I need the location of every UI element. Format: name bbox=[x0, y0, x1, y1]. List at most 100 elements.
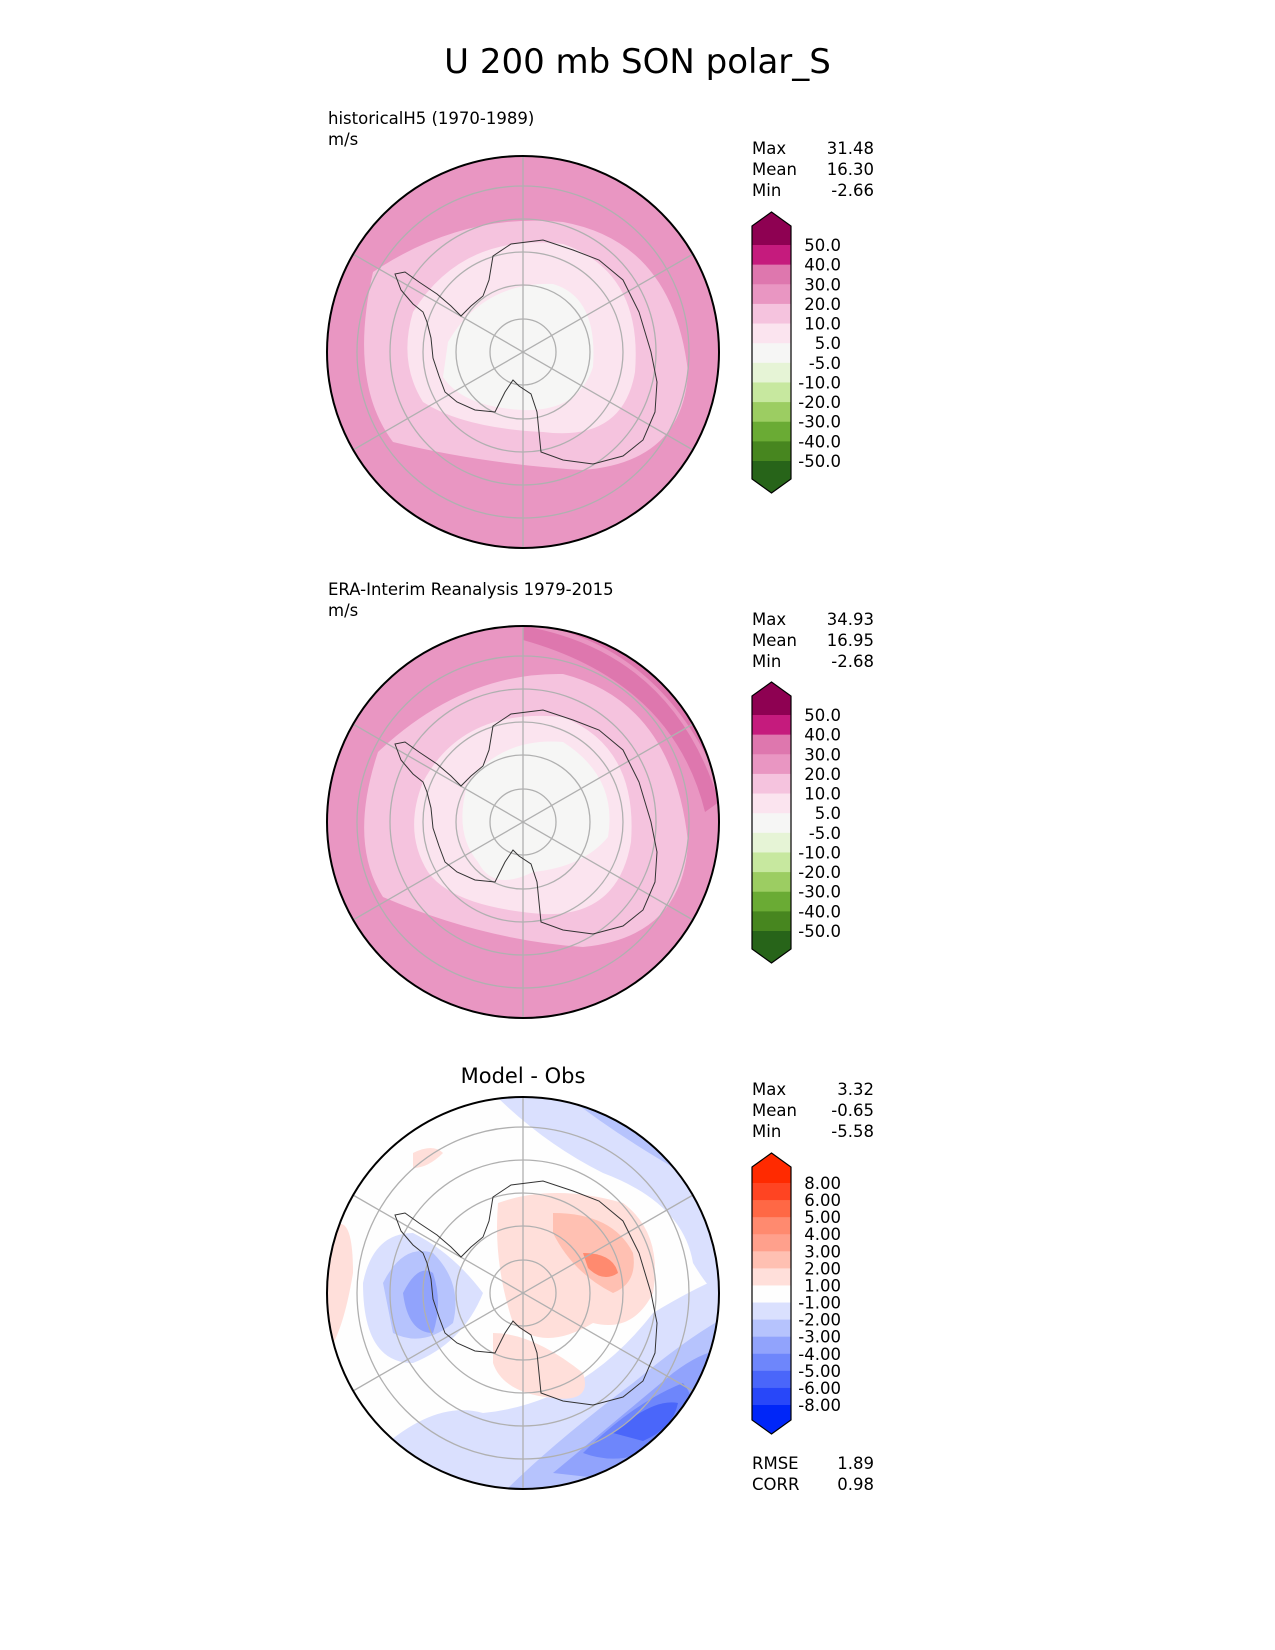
colorbar-tick-label: -4.00 bbox=[798, 1345, 841, 1364]
colorbar-tick-label: 8.00 bbox=[804, 1174, 841, 1193]
colorbar-tick-label: 5.0 bbox=[815, 334, 841, 353]
colorbar-tick-label: -5.00 bbox=[798, 1362, 841, 1381]
colorbar-tick-label: -20.0 bbox=[798, 393, 841, 412]
colorbar-outline bbox=[751, 211, 792, 494]
colorbar-band bbox=[752, 1319, 791, 1338]
colorbar-band bbox=[752, 754, 791, 775]
colorbar-band bbox=[752, 813, 791, 834]
colorbar-band bbox=[752, 715, 791, 736]
colorbar-band bbox=[752, 1217, 791, 1235]
colorbar-band bbox=[752, 245, 791, 266]
colorbar-band bbox=[752, 303, 791, 325]
panel1-colorbar: 50.040.030.020.010.05.0-5.0-10.0-20.0-30… bbox=[751, 211, 841, 494]
stat-value: -5.58 bbox=[831, 1122, 874, 1141]
stat-label: Min bbox=[752, 1122, 782, 1141]
colorbar-band bbox=[752, 382, 791, 403]
colorbar-tick-label: 5.00 bbox=[804, 1208, 841, 1227]
colorbar-tick-label: 2.00 bbox=[804, 1259, 841, 1278]
colorbar-band bbox=[752, 852, 791, 873]
colorbar-band bbox=[752, 1234, 791, 1252]
colorbar-tick-label: -10.0 bbox=[798, 373, 841, 392]
stat-value: -2.66 bbox=[831, 181, 874, 200]
colorbar-extend-min bbox=[752, 931, 791, 963]
panel1-name: historicalH5 (1970-1989) bbox=[328, 109, 535, 128]
panel3-colorbar: 8.006.005.004.003.002.001.00-1.00-2.00-3… bbox=[751, 1152, 841, 1435]
panel2-name: ERA-Interim Reanalysis 1979-2015 bbox=[328, 580, 614, 599]
colorbar-band bbox=[752, 1387, 791, 1406]
colorbar-band bbox=[752, 1251, 791, 1269]
colorbar-tick-label: -40.0 bbox=[798, 432, 841, 451]
colorbar-tick-label: 40.0 bbox=[804, 726, 841, 745]
colorbar-tick-label: 1.00 bbox=[804, 1276, 841, 1295]
colorbar-band bbox=[752, 1183, 791, 1201]
panel1-stats: Max 31.48 Mean 16.30 Min -2.66 bbox=[752, 138, 874, 201]
stat-value: 3.32 bbox=[837, 1080, 874, 1099]
colorbar-band bbox=[752, 891, 791, 912]
colorbar-tick-label: -2.00 bbox=[798, 1311, 841, 1330]
colorbar-tick-label: -6.00 bbox=[798, 1379, 841, 1398]
colorbar-band bbox=[752, 1200, 791, 1218]
colorbar-band bbox=[752, 402, 791, 423]
stat-value: 34.93 bbox=[826, 610, 874, 629]
colorbar-tick-label: 3.00 bbox=[804, 1242, 841, 1261]
colorbar-tick-label: -5.0 bbox=[809, 824, 841, 843]
panel1-map bbox=[326, 155, 720, 549]
stat-value: 16.30 bbox=[826, 160, 874, 179]
contour-neg5-5 bbox=[443, 283, 594, 411]
colorbar-band bbox=[752, 832, 791, 853]
colorbar-band bbox=[752, 1353, 791, 1372]
colorbar-tick-label: 40.0 bbox=[804, 256, 841, 275]
metric-value: 1.89 bbox=[837, 1454, 874, 1473]
colorbar-outline bbox=[751, 1152, 792, 1435]
colorbar-band bbox=[752, 421, 791, 442]
panel3-metrics: RMSE 1.89 CORR 0.98 bbox=[752, 1453, 874, 1495]
stat-value: -2.68 bbox=[831, 652, 874, 671]
colorbar-band bbox=[752, 872, 791, 893]
colorbar-band bbox=[752, 911, 791, 932]
stat-label: Max bbox=[752, 139, 787, 158]
colorbar-outline bbox=[751, 681, 792, 964]
panel2-stats: Max 34.93 Mean 16.95 Min -2.68 bbox=[752, 609, 874, 672]
colorbar-tick-label: 6.00 bbox=[804, 1191, 841, 1210]
colorbar-band bbox=[752, 362, 791, 383]
colorbar-tick-label: 30.0 bbox=[804, 745, 841, 764]
colorbar-tick-label: -5.0 bbox=[809, 354, 841, 373]
stat-label: Mean bbox=[752, 1101, 797, 1120]
colorbar-extend-max bbox=[752, 1153, 791, 1183]
colorbar-band bbox=[752, 734, 791, 755]
colorbar-extend-max bbox=[752, 212, 791, 245]
colorbar-tick-label: -30.0 bbox=[798, 413, 841, 432]
map-boundary bbox=[326, 155, 720, 549]
metric-value: 0.98 bbox=[837, 1475, 874, 1494]
colorbar-tick-label: 20.0 bbox=[804, 295, 841, 314]
colorbar-band bbox=[752, 1302, 791, 1321]
stat-value: 31.48 bbox=[826, 139, 874, 158]
panel3-stats: Max 3.32 Mean -0.65 Min -5.58 bbox=[752, 1079, 874, 1142]
panel2-colorbar: 50.040.030.020.010.05.0-5.0-10.0-20.0-30… bbox=[751, 681, 841, 964]
colorbar-tick-label: 50.0 bbox=[804, 236, 841, 255]
colorbar-tick-label: -10.0 bbox=[798, 843, 841, 862]
panel1-title: historicalH5 (1970-1989) m/s bbox=[328, 108, 534, 150]
colorbar-tick-label: -1.00 bbox=[798, 1294, 841, 1313]
colorbar-band bbox=[752, 773, 791, 795]
colorbar-band bbox=[752, 284, 791, 305]
panel2-map bbox=[326, 625, 720, 1019]
colorbar-tick-label: 50.0 bbox=[804, 706, 841, 725]
colorbar-tick-label: -50.0 bbox=[798, 922, 841, 941]
panel2-units: m/s bbox=[328, 601, 359, 620]
map-boundary bbox=[326, 625, 720, 1019]
panel2-title: ERA-Interim Reanalysis 1979-2015 m/s bbox=[328, 579, 614, 621]
colorbar-band bbox=[752, 1336, 791, 1355]
metric-label: CORR bbox=[752, 1475, 800, 1494]
colorbar-tick-label: -8.00 bbox=[798, 1396, 841, 1415]
figure-title: U 200 mb SON polar_S bbox=[444, 42, 831, 82]
colorbar-band bbox=[752, 264, 791, 285]
colorbar-band bbox=[752, 441, 791, 462]
colorbar-tick-label: 5.0 bbox=[815, 804, 841, 823]
colorbar-tick-label: -20.0 bbox=[798, 863, 841, 882]
map-boundary bbox=[326, 1096, 720, 1490]
colorbar-extend-min bbox=[752, 461, 791, 493]
stat-label: Max bbox=[752, 1080, 787, 1099]
